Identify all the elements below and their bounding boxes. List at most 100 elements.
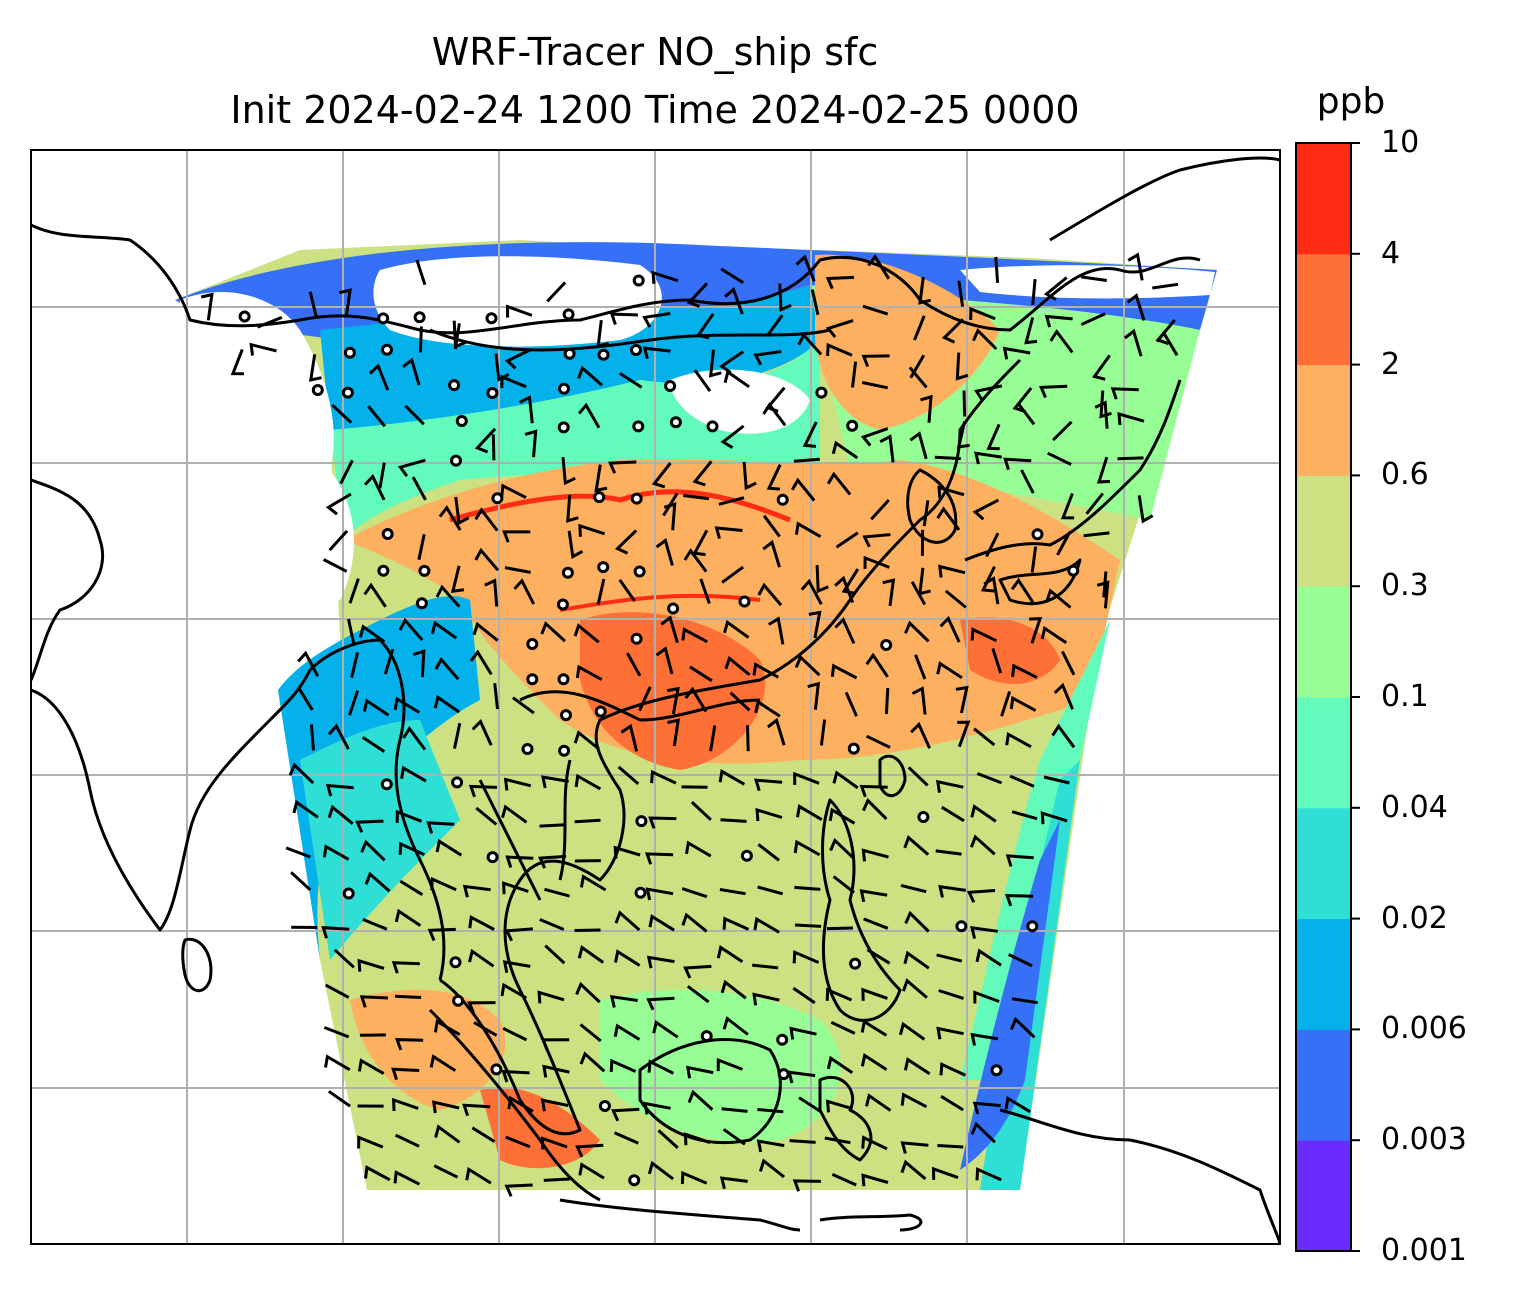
calm-wind-marker: [635, 815, 648, 828]
wind-barb: [579, 874, 607, 892]
wind-barb: [1085, 492, 1104, 515]
wind-barb: [918, 276, 932, 305]
wind-barb: [940, 1095, 964, 1112]
wind-barb: [901, 978, 928, 999]
wind-barb: [974, 451, 1002, 465]
wind-barb: [834, 575, 855, 604]
wind-barb: [686, 282, 709, 308]
wind-barb: [484, 578, 499, 607]
wind-barb: [614, 910, 641, 932]
wind-barb: [1029, 617, 1043, 644]
wind-barb: [327, 804, 354, 825]
wind-barb: [800, 578, 823, 606]
wind-barb: [832, 875, 856, 894]
calm-wind-marker: [597, 348, 610, 361]
wind-barb: [285, 846, 311, 859]
wind-barb: [834, 617, 856, 645]
wind-barb: [435, 838, 463, 857]
wind-barb: [546, 281, 567, 303]
wind-barb: [573, 730, 600, 751]
wind-barb: [994, 256, 1000, 284]
calm-wind-marker: [413, 311, 426, 324]
wind-barb: [721, 1107, 748, 1113]
coastline-taiwan: [878, 754, 907, 798]
calm-wind-marker: [558, 744, 571, 757]
wind-barb: [1053, 682, 1074, 710]
wind-barb: [642, 346, 671, 360]
wind-barb: [683, 1132, 711, 1146]
wind-barb: [230, 348, 244, 376]
wind-barb: [937, 1144, 964, 1149]
wind-barb: [1038, 384, 1068, 399]
wind-barb: [962, 390, 967, 417]
wind-barb: [657, 1129, 679, 1150]
wind-barb: [904, 910, 930, 933]
wind-barb: [257, 316, 283, 329]
wind-barb: [1020, 469, 1035, 494]
wind-barb: [249, 342, 277, 356]
wind-barb: [720, 979, 747, 1000]
wind-barb: [288, 762, 315, 785]
wind-barb: [648, 816, 677, 829]
wind-barb: [430, 876, 457, 892]
wind-barb: [867, 254, 891, 280]
wind-barb: [798, 1096, 822, 1113]
wind-barb: [618, 579, 636, 603]
calm-wind-marker: [880, 639, 893, 651]
wind-barb: [620, 723, 639, 752]
wind-barb: [393, 1170, 421, 1186]
wind-barb: [502, 1027, 528, 1042]
wind-barb: [645, 887, 674, 901]
wind-barb: [796, 803, 823, 821]
wind-barb: [863, 917, 889, 930]
wind-barb: [1040, 811, 1068, 825]
field-white-north: [373, 256, 662, 347]
calm-wind-marker: [669, 416, 682, 429]
wind-barb: [724, 287, 744, 315]
wind-barb: [753, 350, 782, 366]
wind-barb: [1008, 953, 1033, 968]
wind-barb: [683, 548, 708, 573]
colorbar-tick-label: 0.006: [1381, 1011, 1467, 1047]
wind-barb: [1005, 731, 1032, 749]
wind-barb: [575, 981, 601, 1004]
wind-barb: [1096, 456, 1111, 484]
coastline-india: [31, 669, 312, 932]
wind-barb: [327, 1090, 351, 1108]
wind-barb: [907, 766, 929, 787]
wind-barb: [411, 476, 427, 501]
wind-barb: [938, 884, 967, 898]
wind-barb: [819, 719, 827, 746]
wind-barb: [789, 1139, 816, 1144]
wind-barb: [792, 1179, 821, 1192]
wind-barb: [957, 720, 971, 748]
colorbar-unit-label: ppb: [1316, 81, 1386, 122]
wind-barb: [1044, 314, 1073, 328]
colorbar-segment-9: [1296, 143, 1351, 255]
wind-barb: [433, 1019, 461, 1036]
calm-wind-marker: [377, 564, 390, 577]
wind-barb: [986, 423, 1001, 451]
wind-barb: [861, 354, 890, 368]
wind-barb: [475, 806, 498, 826]
calm-wind-marker: [521, 743, 534, 755]
wind-barb: [944, 589, 967, 609]
colorbar-segment-4: [1296, 697, 1351, 809]
wind-barb: [716, 1057, 744, 1072]
wind-barb: [474, 547, 500, 572]
wind-barb: [494, 353, 510, 382]
wind-barb: [716, 945, 744, 963]
wind-barb: [453, 323, 461, 350]
wind-barb: [826, 342, 853, 357]
wind-barb: [861, 381, 889, 390]
wind-barb: [512, 696, 535, 715]
colorbar-segment-6: [1296, 475, 1351, 587]
wind-barb: [362, 918, 388, 931]
wind-barb: [693, 369, 712, 392]
wind-barb: [613, 845, 641, 859]
calm-wind-marker: [700, 1030, 713, 1043]
colorbar-segment-0: [1296, 1140, 1351, 1252]
wind-barb: [426, 821, 455, 834]
wind-barb: [618, 371, 643, 389]
wind-barb: [540, 1136, 568, 1150]
